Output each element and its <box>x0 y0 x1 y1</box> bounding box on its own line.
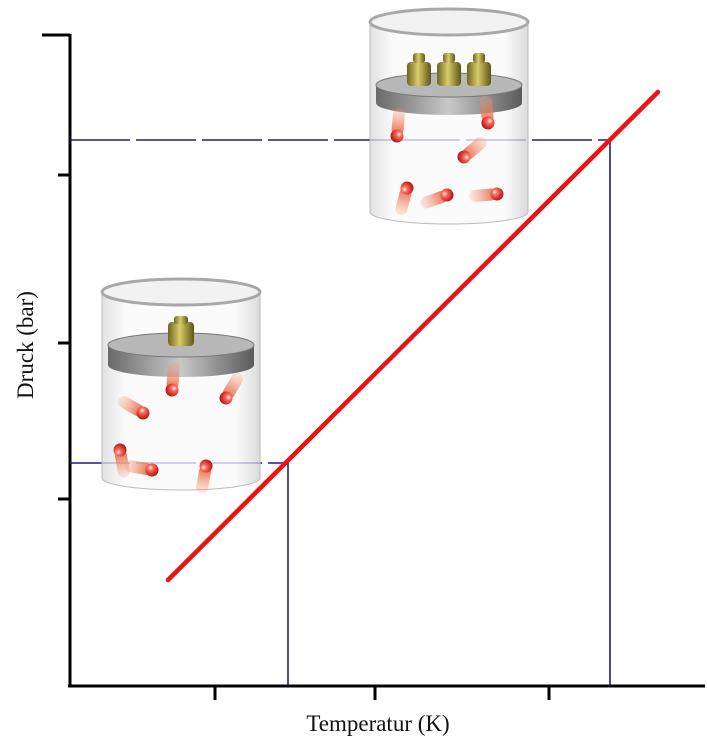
beaker-low <box>100 277 262 495</box>
pressure-line <box>165 89 661 583</box>
axes <box>42 33 705 700</box>
y-axis-label: Druck (bar) <box>13 291 38 399</box>
x-axis-label: Temperatur (K) <box>306 711 449 736</box>
beaker-high <box>368 7 530 225</box>
